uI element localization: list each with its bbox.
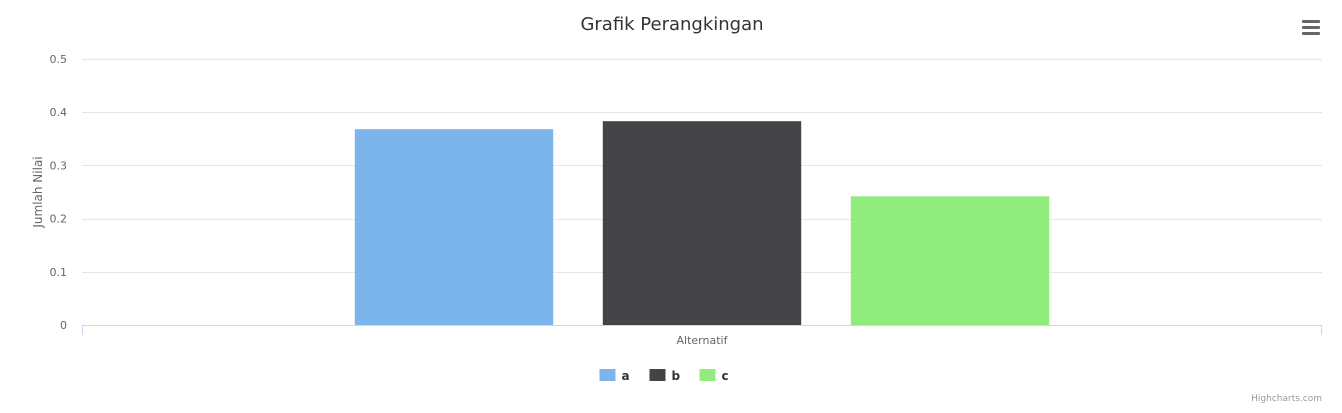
x-category-labels: Alternatif bbox=[677, 334, 729, 347]
legend-item-a[interactable]: a bbox=[599, 369, 630, 383]
legend-label: c bbox=[722, 369, 729, 383]
y-tick-label: 0.5 bbox=[50, 53, 68, 66]
legend-swatch bbox=[649, 369, 666, 381]
legend-swatch bbox=[699, 369, 716, 381]
x-category-label: Alternatif bbox=[677, 334, 729, 347]
y-tick-label: 0.1 bbox=[50, 266, 68, 279]
hamburger-menu-icon bbox=[1302, 20, 1320, 35]
bar-a[interactable] bbox=[354, 129, 554, 325]
credits-link[interactable]: Highcharts.com bbox=[1251, 394, 1322, 404]
y-tick-label: 0.3 bbox=[50, 159, 68, 172]
legend-label: b bbox=[672, 369, 681, 383]
legend-item-b[interactable]: b bbox=[649, 369, 681, 383]
bar-series-group bbox=[354, 121, 1050, 325]
y-tick-label: 0.4 bbox=[50, 106, 68, 119]
legend-swatch bbox=[599, 369, 616, 381]
legend-label: a bbox=[622, 369, 630, 383]
chart-title: Grafik Perangkingan bbox=[580, 14, 763, 35]
bar-c[interactable] bbox=[850, 196, 1050, 325]
bar-b[interactable] bbox=[602, 121, 802, 325]
export-menu-button[interactable] bbox=[1298, 14, 1324, 38]
legend-item-c[interactable]: c bbox=[699, 369, 729, 383]
y-tick-labels: 0 0.1 0.2 0.3 0.4 0.5 bbox=[50, 53, 68, 332]
y-tick-label: 0 bbox=[60, 319, 67, 332]
y-tick-label: 0.2 bbox=[50, 213, 68, 226]
x-axis bbox=[82, 325, 1322, 335]
legend: a b c bbox=[599, 369, 729, 383]
y-axis-title: Jumlah Nilai bbox=[31, 156, 45, 228]
